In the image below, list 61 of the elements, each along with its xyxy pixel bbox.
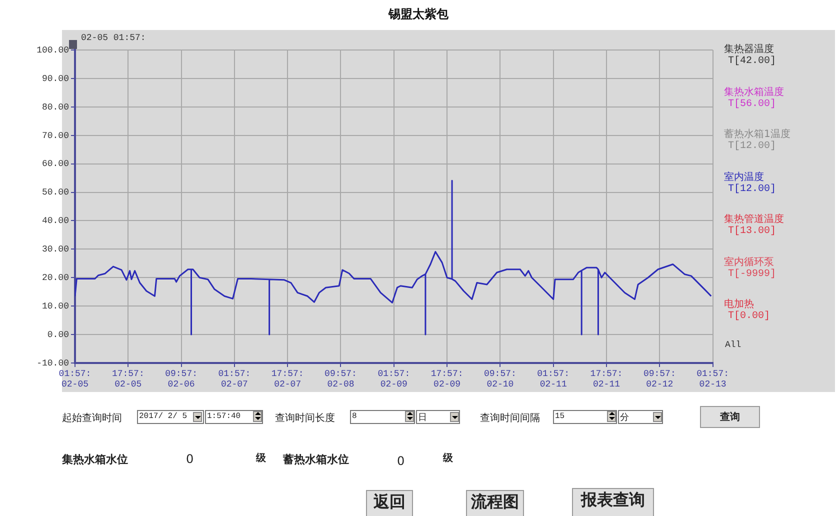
text: T[12.00] — [727, 141, 778, 153]
x-tick-label: 09:57: 02-12 — [643, 368, 676, 390]
text: 查询 — [719, 410, 741, 424]
y-tick-label: 40.00 — [42, 216, 69, 226]
text: 起始查询时间 — [62, 412, 122, 425]
text: 集热水箱水位 — [62, 452, 128, 467]
x-tick-label: 09:57: 02-06 — [165, 368, 198, 390]
text: 级 — [256, 452, 266, 465]
x-tick-label: 01:57: 02-09 — [378, 368, 410, 390]
legend-label: 蓄热水箱1温度 — [724, 129, 790, 140]
x-tick-label: 17:57: 02-05 — [112, 368, 144, 390]
x-tick-label: 17:57: 02-09 — [430, 368, 464, 390]
legend-label: 电加热 — [724, 299, 755, 310]
text: 报表查询 — [580, 490, 646, 511]
y-tick-label: 50.00 — [42, 188, 69, 198]
y-tick-label: -10.00 — [36, 358, 69, 368]
text: 0 — [397, 454, 405, 468]
y-tick-label: 0.00 — [47, 330, 69, 340]
text: 查询时间长度 — [275, 412, 335, 425]
text: 15 — [555, 411, 565, 423]
x-tick-label: 17:57: 02-11 — [590, 368, 623, 390]
text: T[56.00] — [727, 98, 778, 110]
x-tick-label: 01:57: 02-11 — [537, 368, 570, 390]
legend-label: 室内循环泵 — [724, 256, 775, 268]
legend-label: 集热管道温度 — [724, 214, 784, 226]
text: 1:57:40 — [207, 411, 241, 423]
text: T[42.00] — [727, 56, 776, 68]
y-tick-label: 20.00 — [42, 273, 69, 284]
text: T[0.00] — [727, 311, 770, 323]
x-tick-label: 17:57: 02-07 — [271, 368, 304, 390]
text: 0 — [186, 452, 194, 466]
text: 日 — [418, 412, 427, 424]
text: 02-05 01:57: — [81, 33, 146, 43]
y-tick-label: 70.00 — [42, 130, 69, 141]
text: 分 — [620, 412, 629, 424]
chart-title: 锡盟太紫包 — [387, 6, 450, 23]
y-tick-label: 80.00 — [42, 102, 69, 112]
text: All — [725, 340, 742, 350]
text: 室内温度 — [724, 172, 765, 184]
x-tick-label: 09:57: 02-10 — [484, 368, 516, 390]
y-tick-label: 60.00 — [42, 159, 69, 170]
y-tick-label: 10.00 — [42, 301, 69, 312]
text: 流程图 — [466, 492, 524, 513]
text: T[-9999] — [727, 268, 776, 280]
x-tick-label: 01:57: 02-07 — [218, 368, 251, 390]
text: T[12.00] — [727, 184, 776, 196]
text: 级 — [443, 452, 453, 465]
legend-label: 集热水箱温度 — [724, 86, 784, 98]
text: 蓄热水箱水位 — [283, 452, 349, 467]
text: 返回 — [366, 492, 413, 513]
x-tick-label: 01:57: 02-05 — [58, 368, 92, 390]
text: T[13.00] — [727, 226, 778, 238]
y-tick-label: 100.00 — [36, 45, 69, 56]
legend-label: 集热器温度 — [724, 44, 775, 56]
text: 查询时间间隔 — [480, 412, 540, 425]
x-tick-label: 01:57: 02-13 — [696, 368, 729, 390]
y-tick-label: 30.00 — [42, 244, 69, 255]
x-tick-label: 09:57: 02-08 — [324, 368, 357, 390]
y-tick-label: 90.00 — [42, 74, 69, 84]
text: 8 — [352, 411, 357, 423]
text: 2017/ 2/ 5 — [139, 411, 188, 423]
